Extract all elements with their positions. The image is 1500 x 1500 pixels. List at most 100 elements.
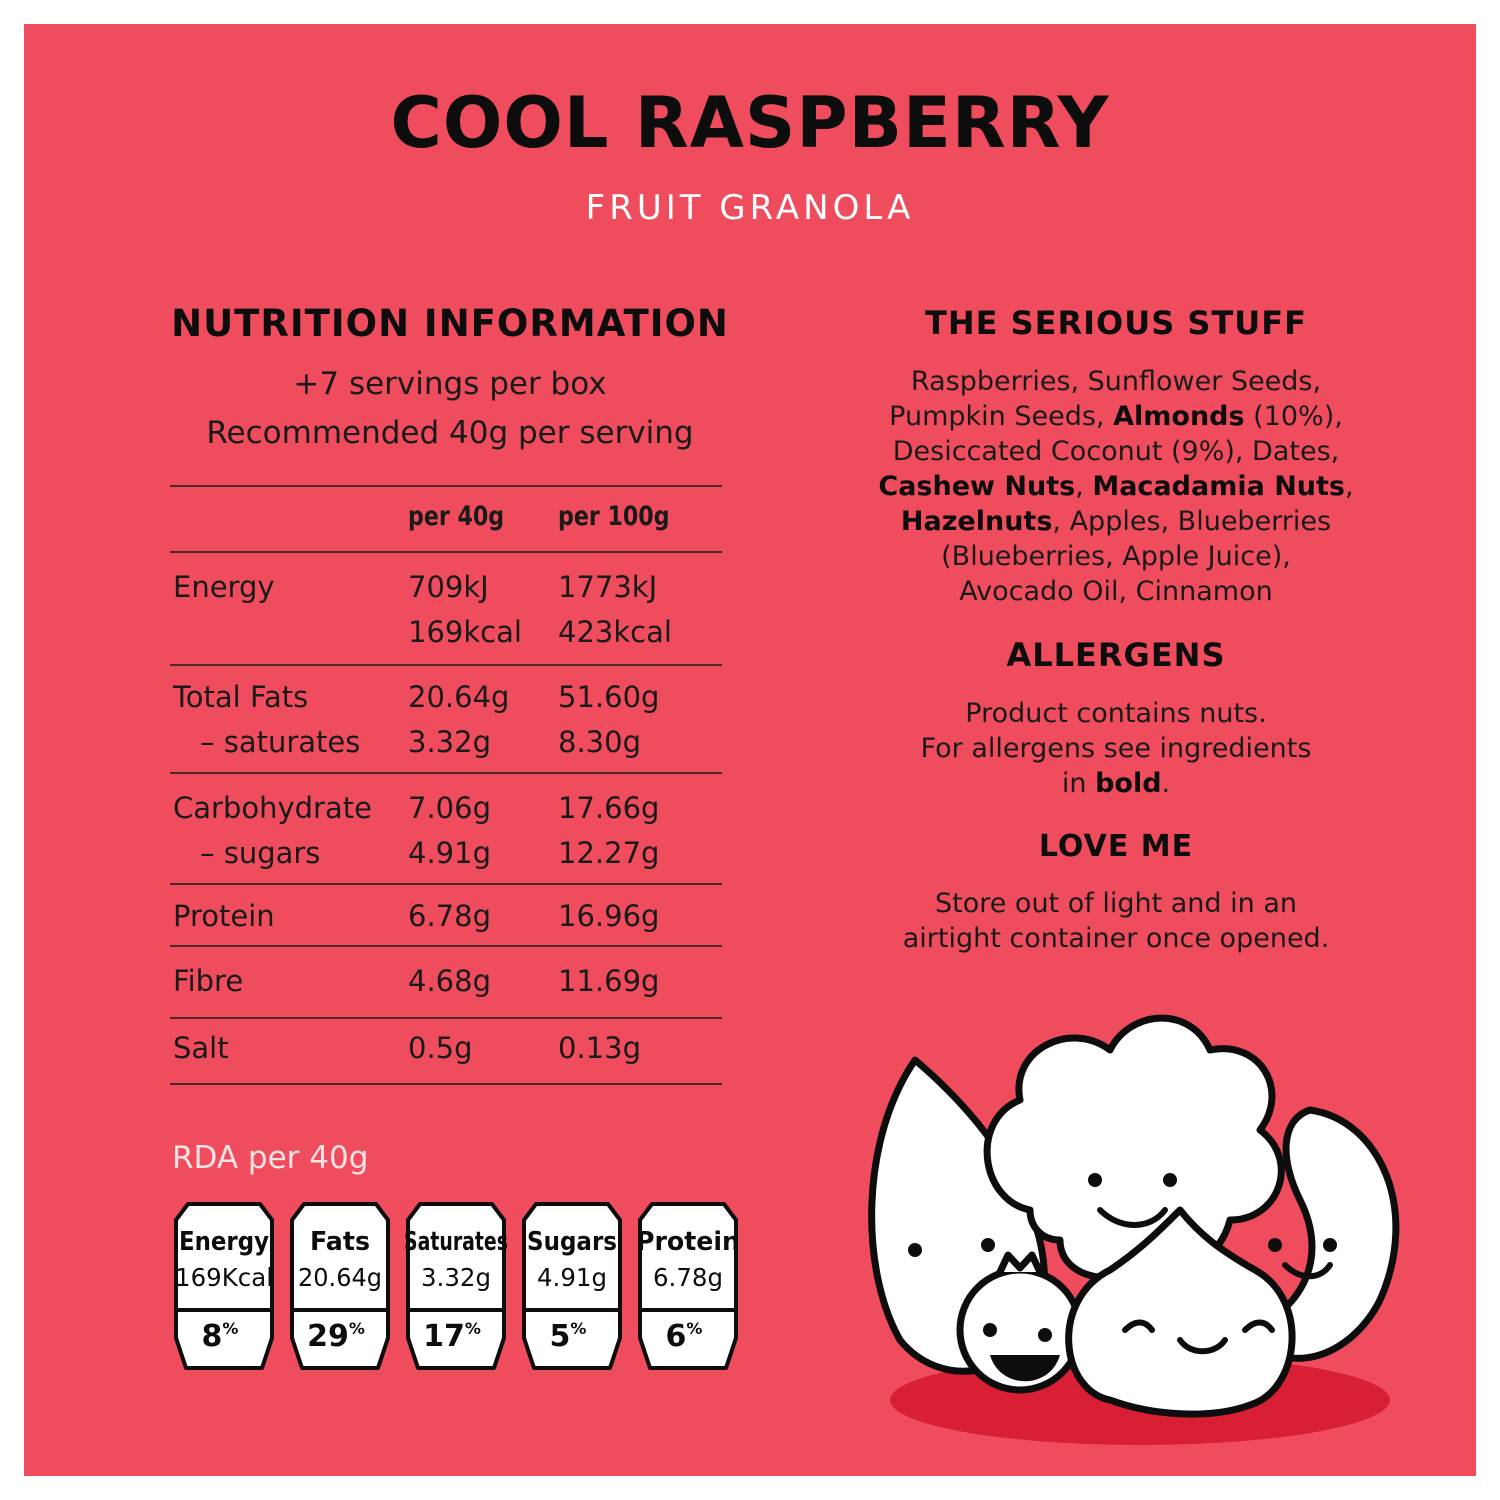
text-line: (Blueberries, Apple Juice),: [860, 539, 1372, 574]
row-sub-label: – sugars: [200, 836, 321, 870]
badge-name: Energy: [179, 1227, 269, 1257]
macadamia-character: [1065, 1206, 1296, 1418]
text-segment: ,: [1075, 471, 1093, 502]
column-header-per100: per 100g: [558, 501, 670, 532]
badge-amount: 6.78g: [653, 1263, 723, 1292]
table-header-row: per 40g per 100g: [170, 485, 722, 551]
badge-name: Sugars: [527, 1227, 617, 1257]
text-segment: Pumpkin Seeds,: [889, 401, 1114, 432]
percent-sign: %: [465, 1319, 481, 1338]
row-per40: 0.5g: [408, 1031, 473, 1065]
text-line: Product contains nuts.: [860, 696, 1372, 731]
row-sub-label: – saturates: [200, 725, 361, 759]
badge-outline: [406, 1202, 506, 1370]
text-segment: Avocado Oil, Cinnamon: [959, 576, 1273, 607]
bold-allergen-text: bold: [1095, 768, 1162, 799]
percent-sign: %: [686, 1319, 702, 1338]
row-per100: 1773kJ: [558, 570, 658, 604]
row-label: Salt: [173, 1031, 229, 1065]
percent-sign: %: [349, 1319, 365, 1338]
row-per100: 11.69g: [558, 964, 660, 998]
badge-name: Saturates: [404, 1227, 508, 1257]
row-per40: 709kJ: [408, 570, 489, 604]
product-title: COOL RASPBERRY: [390, 82, 1110, 164]
text-line: Desiccated Coconut (9%), Dates,: [860, 434, 1372, 469]
love-me-heading: LOVE ME: [1038, 829, 1194, 864]
text-segment: (Blueberries, Apple Juice),: [941, 541, 1291, 572]
text-segment: , Apples, Blueberries: [1052, 506, 1332, 537]
percent-sign: %: [570, 1319, 586, 1338]
text-segment: Store out of light and in an: [934, 888, 1297, 919]
macadamia-eye-icon: [1242, 1319, 1275, 1333]
bold-allergen-text: Hazelnuts: [900, 506, 1053, 537]
ingredients-text: Raspberries, Sunflower Seeds, Pumpkin See…: [860, 364, 1372, 609]
row-label: Protein: [173, 899, 275, 933]
text-segment: ,: [1345, 471, 1354, 502]
row-per40: 7.06g: [408, 791, 491, 825]
cashew-eye-icon: [1323, 1238, 1337, 1252]
storage-text: Store out of light and in an airtight con…: [860, 886, 1372, 956]
rda-label: RDA per 40g: [172, 1140, 369, 1176]
allergens-heading: ALLERGENS: [1006, 636, 1226, 674]
row-per40: 6.78g: [408, 899, 491, 933]
badge-amount: 20.64g: [298, 1263, 382, 1292]
text-segment: For allergens see ingredients: [920, 733, 1312, 764]
table-row-energy: Energy 709kJ 1773kJ 169kcal 423kcal: [170, 551, 722, 664]
text-line: Pumpkin Seeds, Almonds (10%),: [860, 399, 1372, 434]
blueberry-mouth-icon: [990, 1355, 1060, 1382]
bold-allergen-text: Almonds: [1113, 401, 1245, 432]
text-line: airtight container once opened.: [860, 921, 1372, 956]
text-line: Cashew Nuts, Macadamia Nuts,: [860, 469, 1372, 504]
macadamia-smile-icon: [1177, 1337, 1228, 1355]
row-label: Total Fats: [173, 680, 309, 714]
allergens-text: Product contains nuts. For allergens see …: [860, 696, 1372, 801]
text-line: in bold.: [860, 766, 1372, 801]
bold-allergen-text: Macadamia Nuts: [1092, 471, 1346, 502]
row-per100: 51.60g: [558, 680, 660, 714]
cashew-eye-icon: [1268, 1238, 1282, 1252]
text-segment: Raspberries, Sunflower Seeds,: [910, 366, 1322, 397]
row-per40: 4.68g: [408, 964, 491, 998]
rda-badges: Energy169Kcal8%Fats20.64g29%Saturates3.3…: [174, 1202, 740, 1370]
text-segment: in: [1061, 768, 1096, 799]
badge-name: Protein: [636, 1227, 740, 1257]
mascot-faces: [908, 1173, 1337, 1382]
row-per100: 0.13g: [558, 1031, 641, 1065]
row-sub-per40: 4.91g: [408, 836, 491, 870]
nutrition-heading: NUTRITION INFORMATION: [171, 302, 729, 345]
row-sub-per100: 8.30g: [558, 725, 641, 759]
nutrition-table: per 40g per 100g Energy 709kJ 1773kJ 169…: [170, 485, 722, 1085]
row-per40: 20.64g: [408, 680, 510, 714]
badge-outline: [174, 1202, 274, 1370]
row-label: Energy: [173, 570, 275, 604]
blueberry-crown: [996, 1251, 1044, 1276]
recommended-text: Recommended 40g per serving: [206, 415, 694, 451]
row-per100: 17.66g: [558, 791, 660, 825]
blueberry-eye-icon: [1038, 1328, 1052, 1342]
bold-allergen-text: Cashew Nuts: [878, 471, 1076, 502]
cashew-smile-icon: [1282, 1262, 1333, 1280]
cluster-eye-icon: [1088, 1173, 1102, 1187]
text-line: Raspberries, Sunflower Seeds,: [860, 364, 1372, 399]
text-line: Avocado Oil, Cinnamon: [860, 574, 1372, 609]
cluster-smile-icon: [1097, 1207, 1168, 1228]
row-sub-per40: 3.32g: [408, 725, 491, 759]
macadamia-eye-icon: [1122, 1319, 1155, 1333]
text-segment: airtight container once opened.: [902, 923, 1330, 954]
table-row-protein: Protein 6.78g 16.96g: [170, 883, 722, 945]
table-row-fats: Total Fats 20.64g 51.60g – saturates 3.3…: [170, 664, 722, 772]
nut-mascots-illustration: [868, 1014, 1400, 1445]
row-per100: 16.96g: [558, 899, 660, 933]
text-segment: (10%),: [1244, 401, 1343, 432]
badge-outline: [522, 1202, 622, 1370]
almond-eye-icon: [908, 1243, 922, 1257]
row-sub-per100: 423kcal: [558, 615, 672, 649]
table-row-carbohydrate: Carbohydrate 7.06g 17.66g – sugars 4.91g…: [170, 772, 722, 883]
badge-amount: 169Kcal: [175, 1263, 273, 1292]
badge-amount: 3.32g: [421, 1263, 491, 1292]
text-line: Store out of light and in an: [860, 886, 1372, 921]
